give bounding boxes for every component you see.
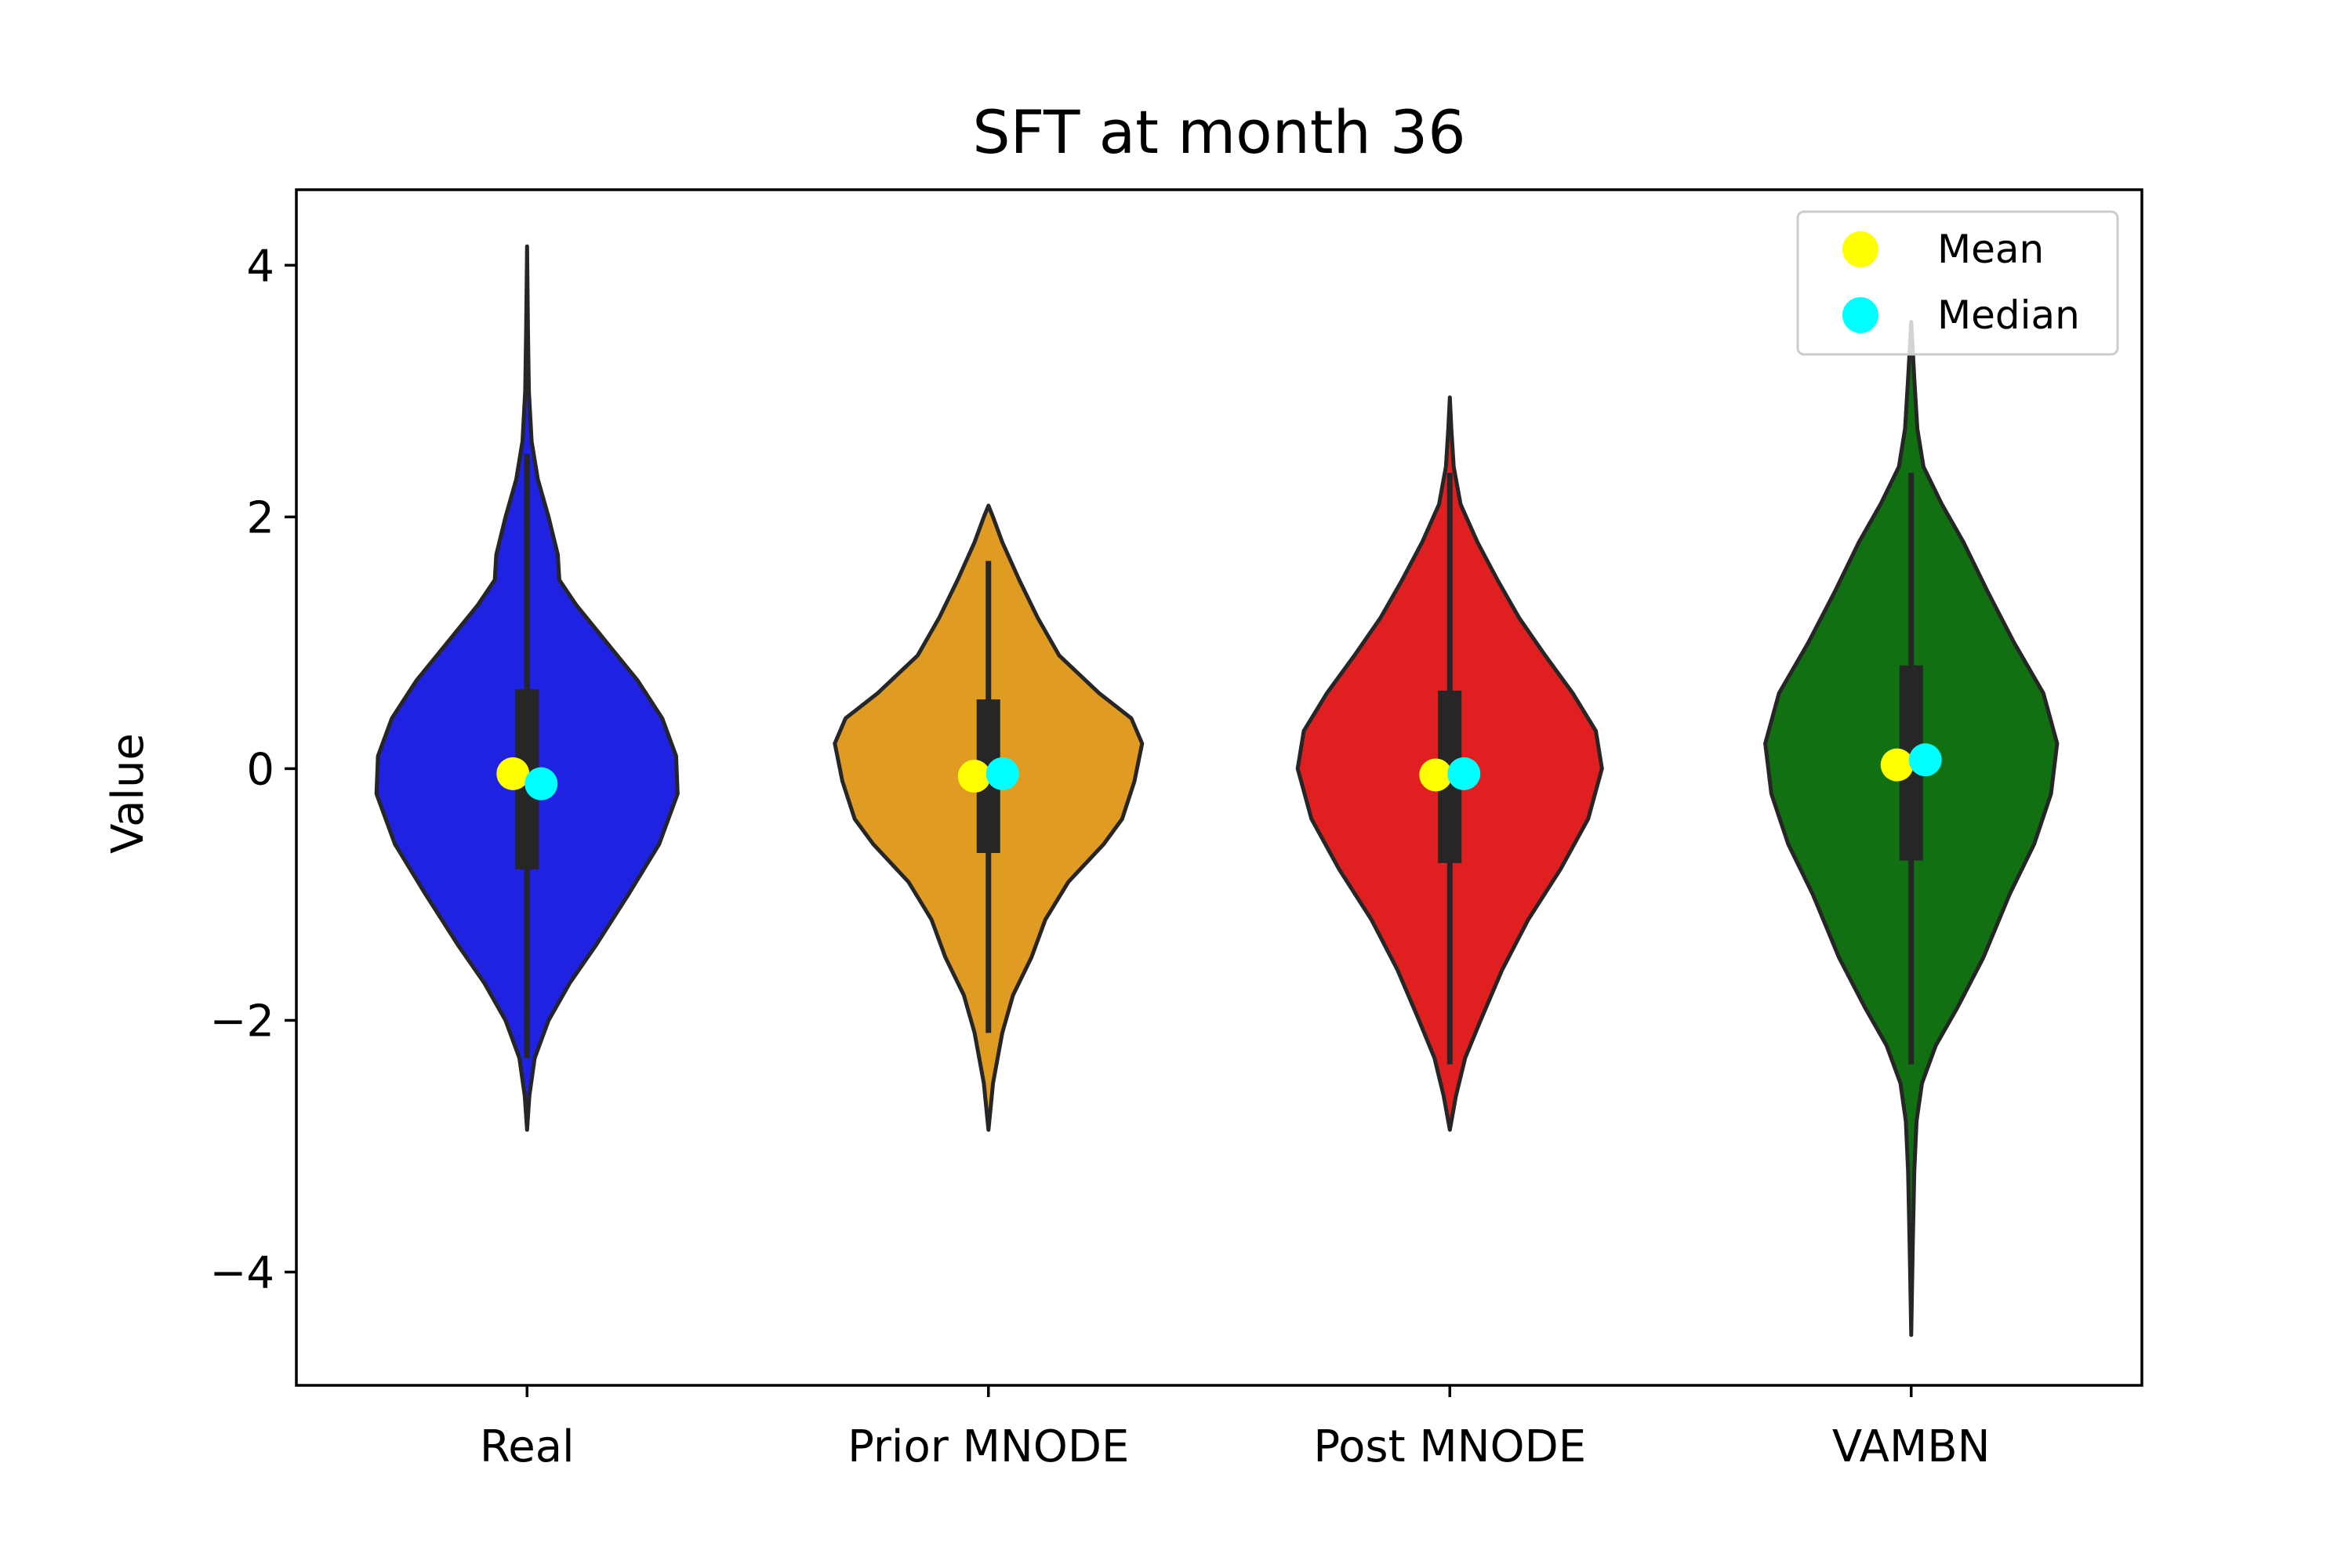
y-tick-label: −2 [209, 996, 274, 1047]
legend-label-median: Median [1937, 292, 2080, 338]
mean-marker [1880, 748, 1914, 782]
x-tick-label: Prior MNODE [848, 1421, 1129, 1472]
median-marker [1447, 757, 1481, 790]
violins-layer [374, 244, 2060, 1338]
mean-marker [496, 757, 530, 790]
mean-marker [957, 760, 991, 793]
legend-marker-mean [1842, 231, 1878, 267]
violin-post-mnode [1295, 395, 1604, 1132]
y-ticks-layer: 4 2 0 −2 −4 [209, 241, 296, 1299]
median-marker [1908, 743, 1942, 777]
x-tick-label: Real [480, 1421, 575, 1472]
y-tick-label: 4 [246, 241, 274, 292]
violin-prior-mnode [833, 503, 1145, 1132]
x-ticks-layer: Real Prior MNODE Post MNODE VAMBN [480, 1385, 1991, 1472]
y-axis-label: Value [103, 733, 154, 854]
x-tick-label: VAMBN [1832, 1421, 1991, 1472]
legend-label-mean: Mean [1937, 227, 2044, 272]
legend: Mean Median [1796, 210, 2119, 356]
y-tick-label: 0 [246, 744, 274, 795]
legend-marker-median [1842, 297, 1878, 333]
chart-title: SFT at month 36 [972, 97, 1465, 167]
x-tick-label: Post MNODE [1313, 1421, 1586, 1472]
y-tick-label: −4 [209, 1248, 274, 1299]
y-tick-label: 2 [246, 492, 274, 543]
median-marker [524, 767, 558, 800]
median-marker [985, 757, 1019, 790]
mean-marker [1419, 758, 1453, 792]
plot-frame [295, 188, 2143, 1387]
violin-real [374, 244, 680, 1132]
